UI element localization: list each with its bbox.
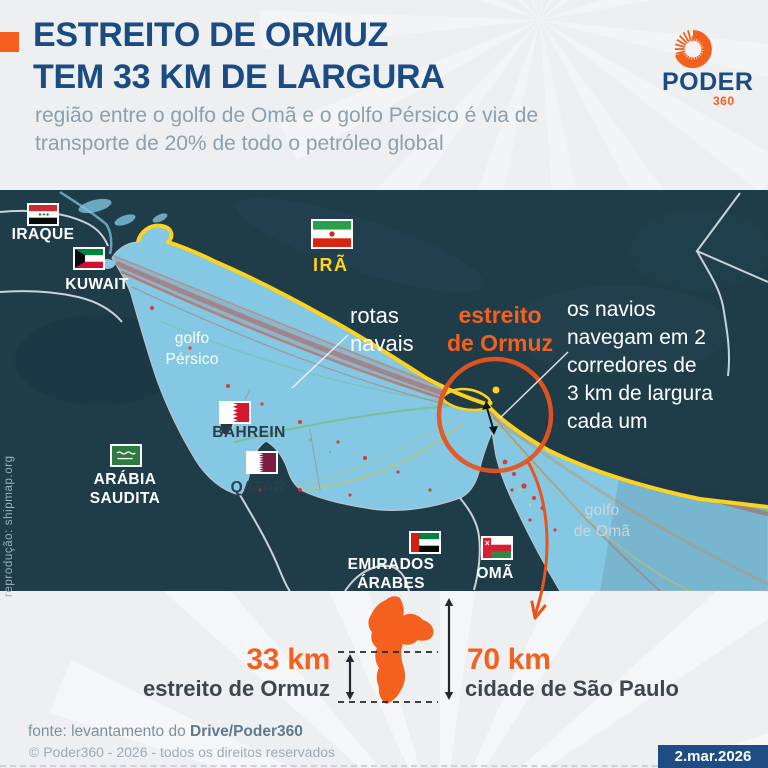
measure-arrows [345, 598, 454, 700]
country-label-qatar: QATAR [230, 479, 286, 496]
corredores-pointer-line [499, 351, 569, 419]
bahrain-flag-icon [219, 401, 251, 424]
rotas-pointer-line [291, 334, 349, 389]
date-badge: 2.mar.2026 [658, 745, 768, 768]
strait-width-label: estreito de Ormuz [142, 676, 330, 701]
kuwait-flag-icon [73, 247, 105, 270]
sunburst-arc [674, 30, 712, 69]
country-label-arabia-saudita: ARÁBIA SAUDITA [89, 471, 161, 507]
annotation-rotas-navais: rotas navais [350, 303, 414, 356]
copyright-line: © Poder360 - 2026 - todos os direitos re… [29, 744, 336, 760]
map-credit: reprodução: shipmap.org [3, 455, 15, 597]
poder360-logo: PODER 360 [650, 20, 754, 130]
strait-width-value: 33 km [246, 643, 330, 676]
map-region: IRAQUE KUWAIT IRÃ BAHREIN QATAR ARÁBIA S… [0, 190, 768, 597]
shipping-routes-map [0, 190, 768, 592]
source-line: fonte: levantamento do Drive/Poder360 [28, 723, 303, 741]
country-label-ira: IRÃ [313, 255, 349, 275]
country-label-kuwait: KUWAIT [65, 276, 129, 293]
country-label-iraque: IRAQUE [11, 226, 75, 243]
country-borders [0, 192, 768, 592]
page-subtitle: região entre o golfo de Omã e o golfo Pé… [35, 104, 539, 155]
iran-coastline [136, 223, 768, 509]
shatt-al-arab-river [59, 190, 113, 255]
iraq-flag-icon [27, 203, 59, 226]
accent-bar [0, 32, 19, 52]
source-prefix: fonte: levantamento do [28, 723, 191, 740]
oman-flag-icon [481, 536, 513, 560]
water-label-golfo-oma: golfo de Omã [573, 502, 631, 540]
logo-360-text: 360 [713, 94, 735, 108]
saudi-arabia-flag-icon [110, 444, 142, 467]
qatar-flag-icon [246, 451, 278, 474]
logo-text: PODER [662, 68, 754, 96]
uae-flag-icon [409, 531, 441, 554]
country-label-emirados-arabes: EMIRADOS ÁRABES [347, 556, 435, 592]
page-title: ESTREITO DE ORMUZ TEM 33 KM DE LARGURA [33, 16, 445, 96]
measure-dashed-lines [338, 651, 438, 703]
sao-paulo-silhouette [368, 596, 434, 704]
source-name: Drive/Poder360 [190, 723, 303, 740]
poder-sunburst-icon [674, 29, 712, 69]
water-label-golfo-persico: golfo Pérsico [165, 330, 219, 368]
hormuz-island [492, 386, 500, 394]
sao-paulo-comparison-graphic [338, 596, 454, 704]
strait-width-arrow [482, 401, 498, 435]
annotation-corredores: os navios navegam em 2 corredores de 3 k… [567, 298, 713, 433]
bottom-dashed-line [0, 765, 768, 767]
city-width-label: cidade de São Paulo [465, 676, 679, 701]
country-label-bahrein: BAHREIN [212, 424, 286, 441]
annotation-estreito-ormuz: estreito de Ormuz [446, 302, 554, 356]
strait-highlight-circle [436, 356, 554, 474]
country-label-oma: OMÃ [476, 565, 514, 582]
iran-flag-icon [311, 219, 353, 249]
city-width-value: 70 km [467, 643, 551, 676]
